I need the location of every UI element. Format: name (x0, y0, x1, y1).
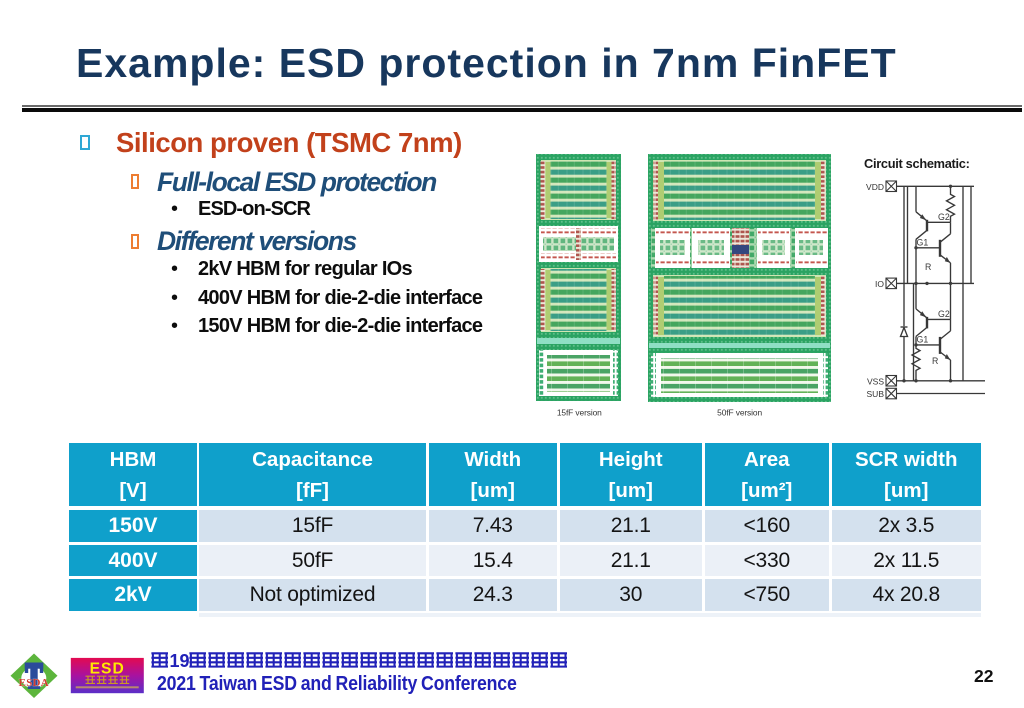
svg-text:SUB: SUB (867, 389, 885, 399)
svg-text:Circuit schematic:: Circuit schematic: (864, 156, 970, 171)
svg-text:G1: G1 (917, 335, 929, 345)
svg-text:R: R (925, 262, 931, 272)
svg-text:IO: IO (875, 279, 884, 289)
svg-text:ESDA: ESDA (19, 677, 49, 689)
svg-text:50fF version: 50fF version (717, 408, 762, 418)
svg-text:G2: G2 (938, 309, 950, 319)
svg-text:ESD: ESD (90, 661, 125, 678)
svg-text:R: R (932, 356, 938, 366)
svg-text:G2: G2 (938, 212, 950, 222)
svg-text:G1: G1 (917, 238, 929, 248)
svg-text:VDD: VDD (866, 182, 884, 192)
svg-text:15fF version: 15fF version (557, 408, 602, 418)
svg-text:VSS: VSS (867, 377, 884, 387)
svg-text:19: 19 (170, 651, 190, 670)
